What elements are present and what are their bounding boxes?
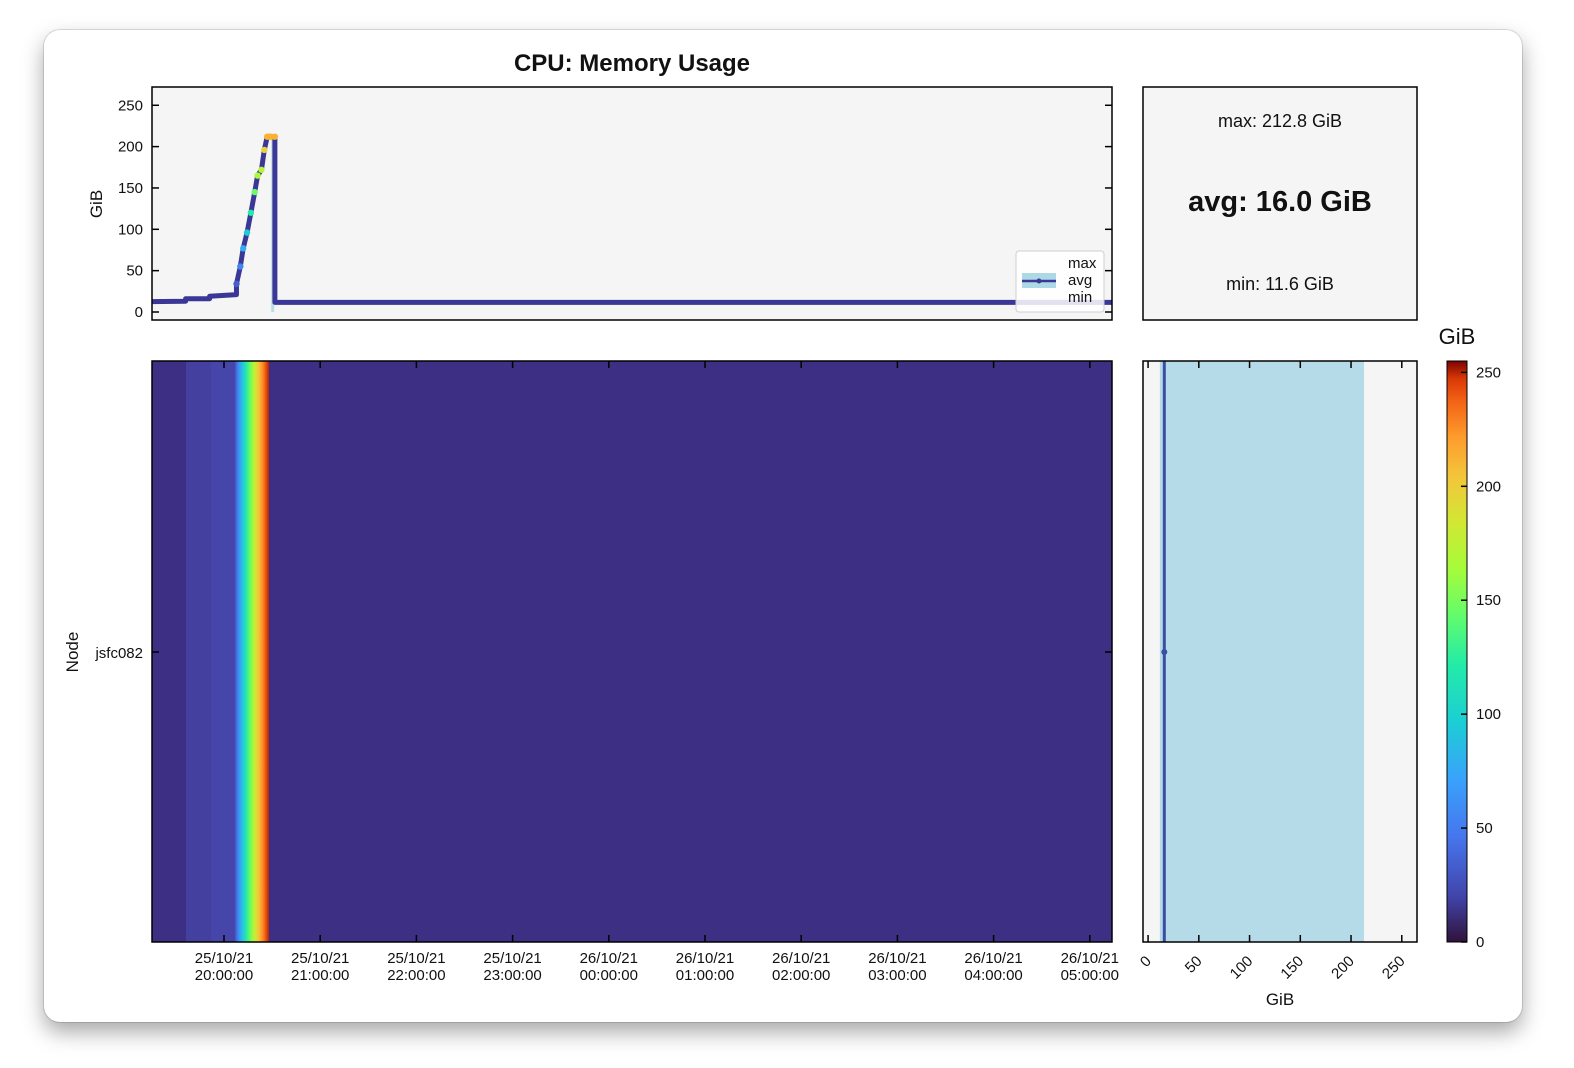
chart-title: CPU: Memory Usage: [514, 50, 750, 77]
min-max-range-band: [1159, 361, 1365, 942]
avg-data-point: [243, 229, 251, 236]
legend-label-min: min: [1068, 289, 1092, 306]
line-chart: 0 50 100 150 200 250 GiB max avg min: [87, 86, 1113, 321]
legend: max avg min: [1015, 250, 1105, 313]
range-x-tick-label: 200: [1328, 953, 1358, 983]
heatmap-x-tick-time: 01:00:00: [676, 967, 734, 984]
avg-data-point: [254, 172, 261, 179]
legend-box: [1015, 250, 1105, 313]
colorbar: 0 50 100 150 200 250 GiB: [1439, 324, 1501, 951]
avg-data-point: [251, 188, 258, 196]
heatmap-x-tick-date: 26/10/21: [1061, 950, 1119, 967]
colorbar-tick-label: 150: [1476, 592, 1501, 609]
heatmap-x-tick-time: 21:00:00: [291, 967, 349, 984]
range-panel: 0 50 100 150 200 250 GiB: [1137, 360, 1418, 1009]
heatmap-x-tick-date: 25/10/21: [195, 950, 253, 967]
avg-data-point: [271, 133, 279, 140]
colorbar-tick-label: 0: [1476, 934, 1484, 951]
heatmap-x-tick-date: 25/10/21: [291, 950, 349, 967]
heatmap-cell-early-2: [211, 361, 235, 942]
stats-panel: max: 212.8 GiB avg: 16.0 GiB min: 11.6 G…: [1142, 86, 1418, 321]
heatmap-x-tick-time: 22:00:00: [387, 967, 445, 984]
top-y-axis-label: GiB: [87, 190, 106, 218]
avg-data-point: [233, 280, 240, 288]
heatmap-x-tick-time: 05:00:00: [1061, 967, 1119, 984]
avg-data-point: [240, 245, 247, 252]
top-y-tick-label: 50: [126, 263, 143, 280]
heatmap-x-tick-date: 26/10/21: [868, 950, 926, 967]
heatmap-x-tick-time: 00:00:00: [580, 967, 638, 984]
avg-data-point: [247, 209, 255, 216]
top-y-tick-label: 100: [118, 221, 143, 238]
stats-avg-label: avg: 16.0 GiB: [1188, 186, 1372, 218]
colorbar-tick-label: 50: [1476, 820, 1493, 837]
legend-swatch-avg-marker: [1036, 278, 1042, 284]
legend-label-max: max: [1068, 255, 1097, 272]
legend-label-avg: avg: [1068, 272, 1092, 289]
heatmap-cell-peak: [235, 361, 269, 942]
heatmap-x-tick-date: 26/10/21: [580, 950, 638, 967]
avg-data-point: [258, 166, 265, 173]
colorbar-gradient: [1446, 360, 1468, 943]
colorbar-label: GiB: [1439, 324, 1476, 349]
heatmap-x-tick-date: 25/10/21: [483, 950, 541, 967]
stats-panel-background: [1142, 86, 1418, 321]
heatmap-x-tick-date: 26/10/21: [772, 950, 830, 967]
heatmap-x-tick-date: 26/10/21: [964, 950, 1022, 967]
range-x-tick-label: 150: [1277, 953, 1307, 983]
range-x-tick-label: 50: [1182, 953, 1206, 977]
heatmap: 25/10/2120:00:0025/10/2121:00:0025/10/21…: [63, 360, 1119, 984]
range-x-axis-label: GiB: [1266, 990, 1294, 1009]
heatmap-cell-early-1: [186, 361, 211, 942]
avg-data-point: [237, 263, 244, 270]
stats-max-label: max: 212.8 GiB: [1218, 111, 1342, 131]
heatmap-base-cell: [152, 361, 1112, 942]
heatmap-x-tick-time: 04:00:00: [964, 967, 1022, 984]
range-x-tick-label: 100: [1227, 953, 1257, 983]
stats-min-label: min: 11.6 GiB: [1226, 274, 1334, 294]
heatmap-row-label: jsfc082: [94, 645, 143, 662]
top-y-tick-label: 0: [135, 304, 143, 321]
range-x-tick-label: 250: [1379, 953, 1409, 983]
line-chart-background: [152, 87, 1112, 320]
heatmap-x-tick-time: 20:00:00: [195, 967, 253, 984]
avg-data-point: [261, 146, 268, 154]
heatmap-x-tick-time: 03:00:00: [868, 967, 926, 984]
top-y-tick-label: 200: [118, 139, 143, 156]
avg-marker-point: [1161, 649, 1168, 655]
range-panel-frame: [1142, 360, 1418, 943]
range-x-tick-label: 0: [1137, 953, 1155, 971]
heatmap-x-tick-time: 23:00:00: [483, 967, 541, 984]
colorbar-tick-label: 100: [1476, 706, 1501, 723]
heatmap-x-tick-date: 25/10/21: [387, 950, 445, 967]
heatmap-y-axis-label: Node: [63, 632, 82, 673]
line-chart-frame: [151, 86, 1113, 321]
top-y-tick-label: 250: [118, 97, 143, 114]
colorbar-tick-label: 200: [1476, 478, 1501, 495]
heatmap-x-tick-date: 26/10/21: [676, 950, 734, 967]
colorbar-tick-label: 250: [1476, 364, 1501, 381]
top-y-tick-label: 150: [118, 180, 143, 197]
heatmap-x-tick-time: 02:00:00: [772, 967, 830, 984]
